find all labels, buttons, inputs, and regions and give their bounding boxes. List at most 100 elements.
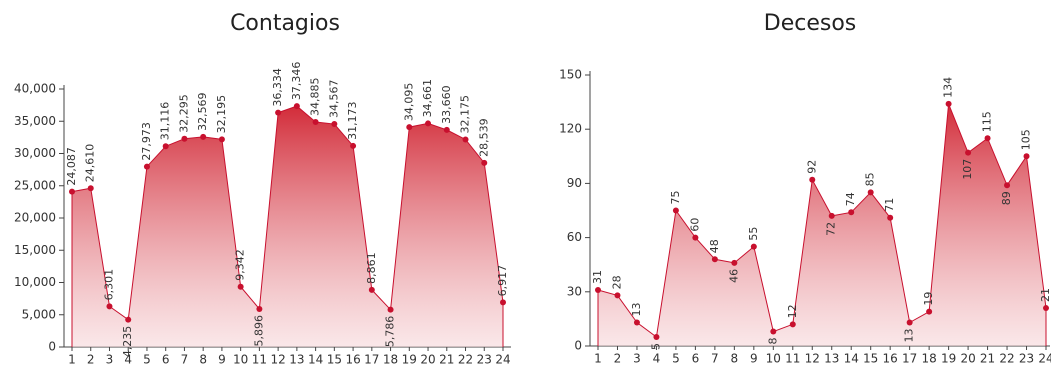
value-label: 55	[747, 227, 760, 241]
value-label: 34,885	[309, 77, 322, 116]
value-label: 48	[708, 239, 721, 253]
x-tick-label: 22	[458, 353, 473, 367]
value-label: 34,567	[327, 80, 340, 119]
point	[614, 292, 621, 299]
value-label: 37,346	[290, 62, 303, 101]
x-tick-label: 19	[941, 352, 956, 366]
y-tick-label: 20,000	[14, 211, 56, 225]
x-tick-label: 21	[980, 352, 995, 366]
x-tick-label: 16	[345, 353, 360, 367]
value-label: 28,539	[477, 118, 490, 157]
x-tick-label: 3	[633, 352, 641, 366]
point	[945, 100, 952, 107]
x-tick-label: 17	[902, 352, 917, 366]
point	[595, 286, 601, 293]
x-tick-label: 10	[766, 352, 781, 366]
point	[443, 126, 450, 133]
point	[500, 299, 506, 306]
value-label: 6,301	[102, 269, 115, 301]
point	[770, 328, 777, 335]
point	[789, 321, 796, 328]
value-label: 9,342	[234, 249, 247, 281]
x-tick-label: 10	[233, 353, 248, 367]
point	[200, 133, 207, 140]
value-label: 75	[669, 191, 682, 205]
value-label: 13	[630, 303, 643, 317]
value-label: 24,610	[84, 144, 97, 183]
x-tick-label: 7	[711, 352, 719, 366]
x-tick-label: 16	[883, 352, 898, 366]
x-tick-label: 24	[1038, 352, 1051, 366]
value-label: 6,917	[496, 265, 509, 297]
x-tick-label: 5	[143, 353, 151, 367]
point	[750, 243, 757, 250]
point	[218, 136, 225, 143]
point	[692, 234, 699, 241]
point	[926, 308, 933, 315]
x-tick-label: 22	[999, 352, 1014, 366]
y-tick-label: 30	[567, 284, 582, 298]
point	[293, 103, 300, 110]
point	[368, 286, 375, 293]
point	[387, 306, 394, 313]
line	[597, 103, 1047, 338]
point	[1043, 305, 1049, 312]
point	[256, 305, 263, 312]
value-label: 92	[805, 160, 818, 174]
x-tick-label: 6	[692, 352, 700, 366]
point	[69, 188, 75, 195]
value-label: 115	[981, 111, 994, 132]
value-label: 21	[1039, 288, 1051, 302]
x-tick-label: 14	[844, 352, 859, 366]
value-label: 74	[844, 192, 857, 206]
point	[1023, 153, 1030, 160]
y-tick-label: 10,000	[14, 275, 56, 289]
line	[71, 105, 504, 321]
point	[331, 121, 338, 128]
value-label: 32,175	[459, 95, 472, 134]
point	[462, 136, 469, 143]
point	[406, 124, 413, 131]
x-tick-label: 2	[614, 352, 622, 366]
area	[72, 106, 503, 347]
point	[731, 259, 738, 266]
point	[653, 333, 660, 340]
value-label: 31,116	[159, 102, 172, 141]
y-tick-label: 40,000	[14, 82, 56, 96]
y-tick-label: 150	[559, 68, 582, 82]
value-label: 32,295	[177, 94, 190, 133]
point	[887, 214, 894, 221]
x-tick-label: 15	[327, 353, 342, 367]
value-label: 19	[922, 292, 935, 306]
y-tick-label: 25,000	[14, 178, 56, 192]
area	[598, 103, 1046, 346]
point	[672, 207, 679, 214]
point	[181, 135, 188, 142]
value-label: 28	[610, 275, 623, 289]
value-label: 71	[883, 198, 896, 212]
chart-title: Contagios	[230, 11, 340, 36]
value-label: 5,786	[384, 316, 397, 348]
point	[237, 283, 244, 290]
x-tick-label: 20	[960, 352, 975, 366]
x-tick-label: 20	[420, 353, 435, 367]
point	[965, 149, 972, 156]
point	[984, 135, 991, 142]
x-tick-label: 1	[68, 353, 76, 367]
point	[106, 303, 113, 310]
x-tick-label: 8	[199, 353, 207, 367]
x-tick-label: 15	[863, 352, 878, 366]
point	[162, 143, 169, 150]
x-tick-label: 3	[106, 353, 114, 367]
y-tick-label: 5,000	[22, 307, 56, 321]
y-tick-label: 0	[48, 340, 56, 354]
value-label: 8	[766, 338, 779, 345]
point	[848, 209, 855, 216]
point	[275, 109, 282, 116]
x-tick-label: 6	[162, 353, 170, 367]
x-tick-label: 24	[495, 353, 510, 367]
y-tick-label: 35,000	[14, 114, 56, 128]
x-tick-label: 5	[672, 352, 680, 366]
x-tick-label: 8	[731, 352, 739, 366]
